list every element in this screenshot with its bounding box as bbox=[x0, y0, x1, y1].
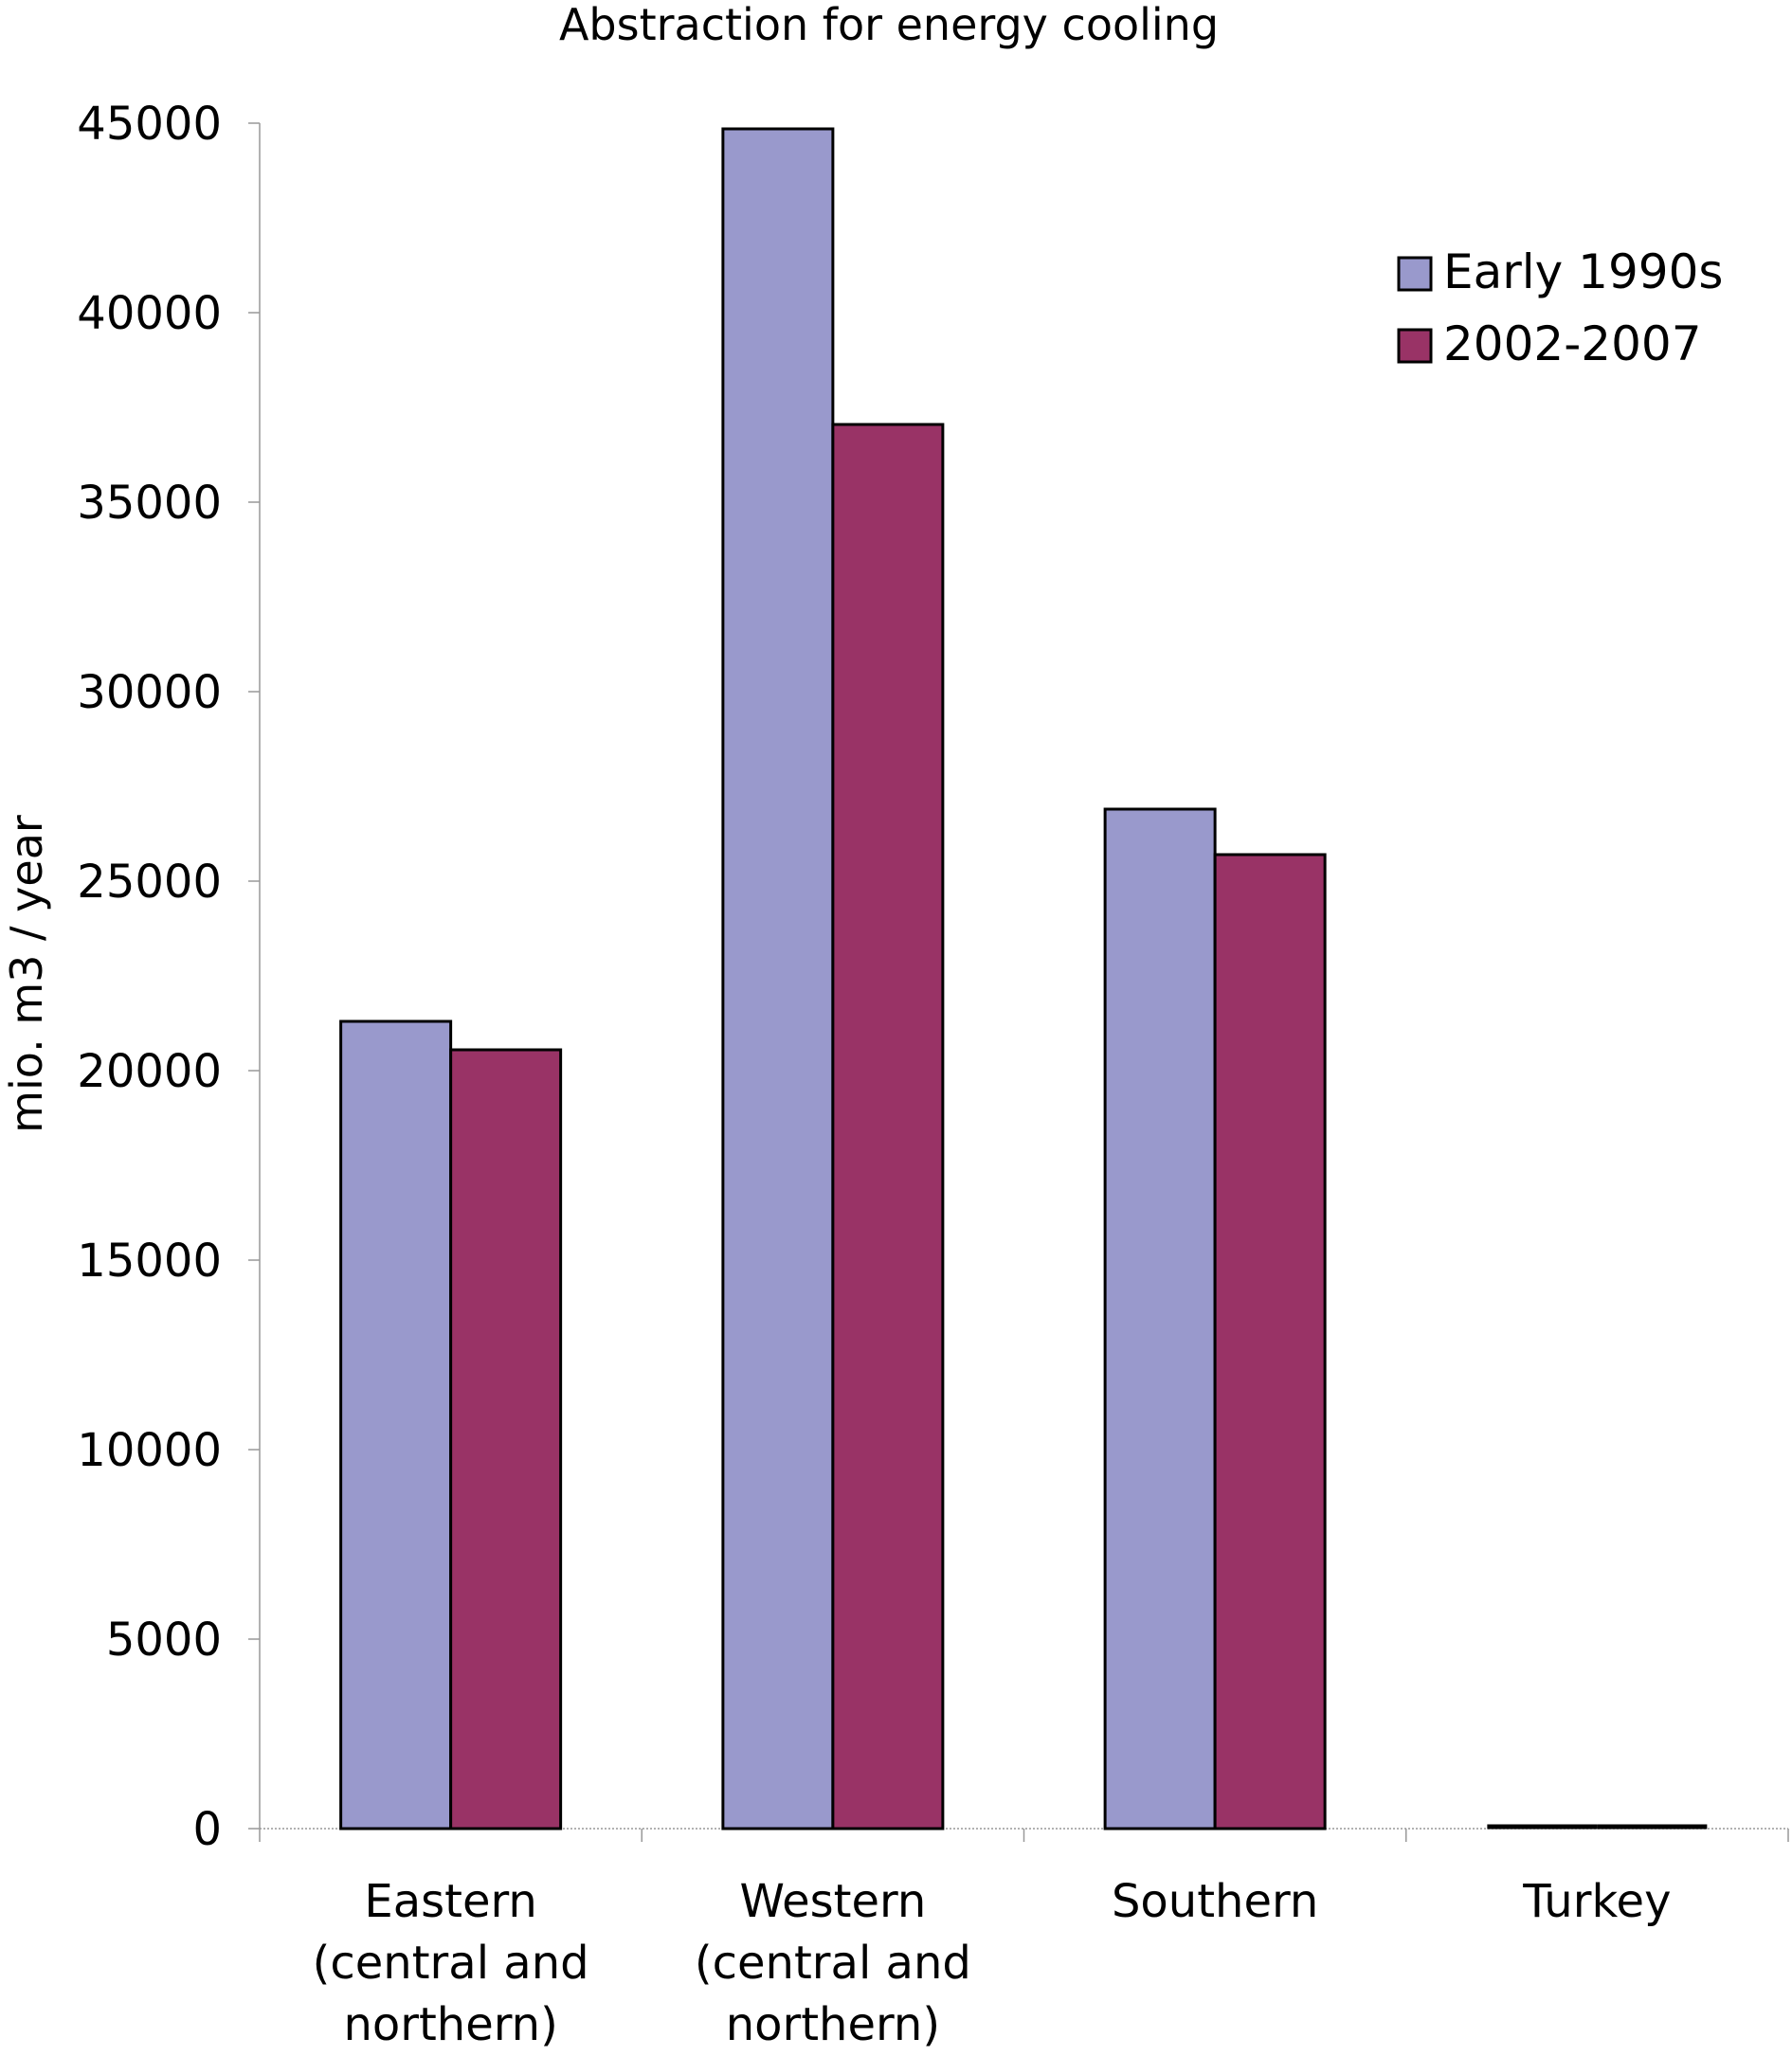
y-tick-label: 20000 bbox=[77, 1045, 222, 1098]
y-tick-label: 35000 bbox=[77, 477, 222, 530]
legend: Early 1990s 2002-2007 bbox=[1397, 244, 1723, 371]
legend-label: Early 1990s bbox=[1443, 244, 1723, 299]
bar-early-1990s bbox=[1103, 807, 1217, 1831]
x-tick-label: (central and bbox=[695, 1937, 971, 1990]
y-tick-label: 40000 bbox=[77, 287, 222, 340]
y-tick-label: 45000 bbox=[77, 98, 222, 151]
x-tick-label: Southern bbox=[1112, 1875, 1318, 1928]
legend-swatch bbox=[1397, 328, 1433, 364]
chart-title: Abstraction for energy cooling bbox=[559, 0, 1219, 50]
x-tick-label: northern) bbox=[726, 1998, 940, 2051]
legend-label: 2002-2007 bbox=[1443, 316, 1702, 371]
y-tick-label: 30000 bbox=[77, 666, 222, 719]
y-tick-label: 5000 bbox=[106, 1614, 222, 1667]
bar-2002-2007 bbox=[449, 1048, 563, 1831]
plot-area: 0 5000 10000 15000 20000 25000 30000 35000 40000… bbox=[77, 98, 1789, 2051]
y-tick-label: 15000 bbox=[77, 1235, 222, 1288]
x-tick-label: northern) bbox=[343, 1998, 557, 2051]
bar-2002-2007 bbox=[1213, 853, 1327, 1831]
legend-swatch bbox=[1397, 256, 1433, 292]
y-tick-label: 10000 bbox=[77, 1424, 222, 1477]
x-tick-label: Eastern bbox=[364, 1875, 536, 1928]
y-tick-label: 0 bbox=[192, 1803, 222, 1856]
bar-early-1990s bbox=[721, 127, 835, 1831]
x-tick-label: Western bbox=[739, 1875, 926, 1928]
x-tick-label: (central and bbox=[313, 1937, 589, 1990]
y-axis-label: mio. m3 / year bbox=[1, 815, 52, 1133]
x-tick-label: Turkey bbox=[1522, 1875, 1671, 1928]
y-tick-label: 25000 bbox=[77, 856, 222, 909]
bar-early-1990s bbox=[339, 1019, 453, 1831]
bar-2002-2007 bbox=[831, 423, 945, 1831]
